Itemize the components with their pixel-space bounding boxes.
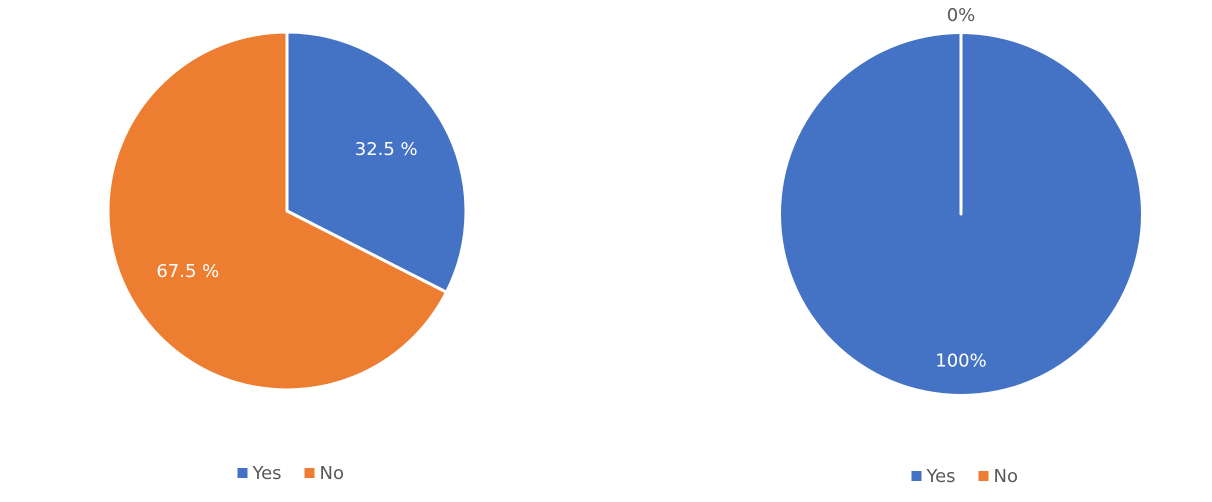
data-label: 0% xyxy=(947,5,976,26)
legend-label: No xyxy=(320,463,344,484)
pie-slice xyxy=(285,30,468,294)
legend-marker xyxy=(911,471,922,481)
legend-marker xyxy=(304,468,315,478)
legend-label: Yes xyxy=(926,466,956,487)
data-label: 100% xyxy=(935,351,986,372)
legend-label: Yes xyxy=(252,463,282,484)
data-label: 32.5 % xyxy=(355,139,418,160)
pie-slice xyxy=(106,30,448,392)
data-label: 67.5 % xyxy=(156,261,219,282)
legend-marker xyxy=(978,471,989,481)
legend-label: No xyxy=(994,466,1018,487)
legend-marker xyxy=(237,468,248,478)
